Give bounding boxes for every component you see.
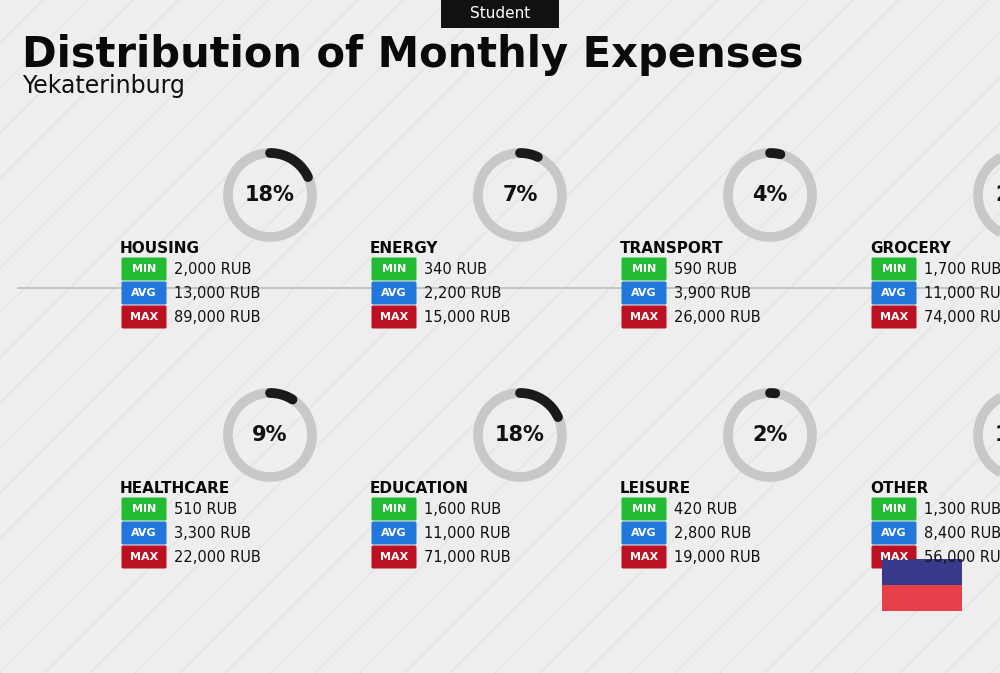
- Text: MAX: MAX: [380, 312, 408, 322]
- Text: 2,200 RUB: 2,200 RUB: [424, 285, 501, 301]
- FancyBboxPatch shape: [122, 306, 166, 328]
- Text: 2,800 RUB: 2,800 RUB: [674, 526, 751, 540]
- Text: MAX: MAX: [630, 552, 658, 562]
- FancyBboxPatch shape: [872, 497, 916, 520]
- FancyBboxPatch shape: [441, 0, 559, 28]
- Text: GROCERY: GROCERY: [870, 241, 951, 256]
- Text: 22,000 RUB: 22,000 RUB: [174, 549, 261, 565]
- Text: 420 RUB: 420 RUB: [674, 501, 737, 516]
- FancyBboxPatch shape: [372, 546, 416, 569]
- Text: 23%: 23%: [995, 185, 1000, 205]
- Text: MIN: MIN: [882, 264, 906, 274]
- Text: MAX: MAX: [880, 552, 908, 562]
- Text: 1,700 RUB: 1,700 RUB: [924, 262, 1000, 277]
- Text: 340 RUB: 340 RUB: [424, 262, 487, 277]
- Text: MIN: MIN: [132, 504, 156, 514]
- Text: 15,000 RUB: 15,000 RUB: [424, 310, 511, 324]
- Text: 26,000 RUB: 26,000 RUB: [674, 310, 761, 324]
- FancyBboxPatch shape: [622, 522, 666, 544]
- FancyBboxPatch shape: [872, 258, 916, 281]
- FancyBboxPatch shape: [372, 281, 416, 304]
- FancyBboxPatch shape: [882, 585, 962, 611]
- Text: 74,000 RUB: 74,000 RUB: [924, 310, 1000, 324]
- Text: MIN: MIN: [632, 504, 656, 514]
- Text: 56,000 RUB: 56,000 RUB: [924, 549, 1000, 565]
- Text: 13,000 RUB: 13,000 RUB: [174, 285, 260, 301]
- Text: AVG: AVG: [131, 528, 157, 538]
- Text: 9%: 9%: [252, 425, 288, 445]
- Text: MIN: MIN: [882, 504, 906, 514]
- Text: AVG: AVG: [631, 528, 657, 538]
- FancyBboxPatch shape: [872, 546, 916, 569]
- Text: HEALTHCARE: HEALTHCARE: [120, 481, 230, 496]
- Text: AVG: AVG: [381, 528, 407, 538]
- Text: Distribution of Monthly Expenses: Distribution of Monthly Expenses: [22, 34, 804, 76]
- Text: MIN: MIN: [632, 264, 656, 274]
- Text: 11,000 RUB: 11,000 RUB: [424, 526, 511, 540]
- Text: MAX: MAX: [130, 552, 158, 562]
- FancyBboxPatch shape: [122, 497, 166, 520]
- FancyBboxPatch shape: [122, 281, 166, 304]
- Text: 590 RUB: 590 RUB: [674, 262, 737, 277]
- FancyBboxPatch shape: [622, 281, 666, 304]
- FancyBboxPatch shape: [882, 559, 962, 585]
- Text: Yekaterinburg: Yekaterinburg: [22, 74, 185, 98]
- Text: 7%: 7%: [502, 185, 538, 205]
- Text: HOUSING: HOUSING: [120, 241, 200, 256]
- Text: MAX: MAX: [130, 312, 158, 322]
- Text: MIN: MIN: [132, 264, 156, 274]
- Text: 2,000 RUB: 2,000 RUB: [174, 262, 251, 277]
- Text: MIN: MIN: [382, 264, 406, 274]
- FancyBboxPatch shape: [372, 522, 416, 544]
- Text: 89,000 RUB: 89,000 RUB: [174, 310, 260, 324]
- FancyBboxPatch shape: [622, 497, 666, 520]
- FancyBboxPatch shape: [622, 258, 666, 281]
- Text: MAX: MAX: [880, 312, 908, 322]
- Text: Student: Student: [470, 7, 530, 22]
- FancyBboxPatch shape: [372, 306, 416, 328]
- FancyBboxPatch shape: [872, 522, 916, 544]
- Text: 18%: 18%: [245, 185, 295, 205]
- FancyBboxPatch shape: [372, 258, 416, 281]
- Text: MAX: MAX: [630, 312, 658, 322]
- FancyBboxPatch shape: [622, 546, 666, 569]
- Text: 3,900 RUB: 3,900 RUB: [674, 285, 751, 301]
- Text: ENERGY: ENERGY: [370, 241, 438, 256]
- Text: LEISURE: LEISURE: [620, 481, 691, 496]
- Text: 1,600 RUB: 1,600 RUB: [424, 501, 501, 516]
- Text: 2%: 2%: [752, 425, 788, 445]
- FancyBboxPatch shape: [622, 306, 666, 328]
- Text: 19,000 RUB: 19,000 RUB: [674, 549, 761, 565]
- Text: TRANSPORT: TRANSPORT: [620, 241, 724, 256]
- Text: MAX: MAX: [380, 552, 408, 562]
- Text: 11,000 RUB: 11,000 RUB: [924, 285, 1000, 301]
- Text: AVG: AVG: [881, 288, 907, 298]
- Text: 8,400 RUB: 8,400 RUB: [924, 526, 1000, 540]
- Text: OTHER: OTHER: [870, 481, 928, 496]
- Text: AVG: AVG: [381, 288, 407, 298]
- FancyBboxPatch shape: [122, 546, 166, 569]
- Text: 18%: 18%: [495, 425, 545, 445]
- FancyBboxPatch shape: [122, 258, 166, 281]
- Text: 4%: 4%: [752, 185, 788, 205]
- FancyBboxPatch shape: [872, 281, 916, 304]
- Text: AVG: AVG: [631, 288, 657, 298]
- FancyBboxPatch shape: [872, 306, 916, 328]
- Text: AVG: AVG: [881, 528, 907, 538]
- Text: 71,000 RUB: 71,000 RUB: [424, 549, 511, 565]
- FancyBboxPatch shape: [372, 497, 416, 520]
- Text: AVG: AVG: [131, 288, 157, 298]
- Text: MIN: MIN: [382, 504, 406, 514]
- Text: EDUCATION: EDUCATION: [370, 481, 469, 496]
- Text: 1,300 RUB: 1,300 RUB: [924, 501, 1000, 516]
- Text: 510 RUB: 510 RUB: [174, 501, 237, 516]
- Text: 19%: 19%: [995, 425, 1000, 445]
- Text: 3,300 RUB: 3,300 RUB: [174, 526, 251, 540]
- FancyBboxPatch shape: [122, 522, 166, 544]
